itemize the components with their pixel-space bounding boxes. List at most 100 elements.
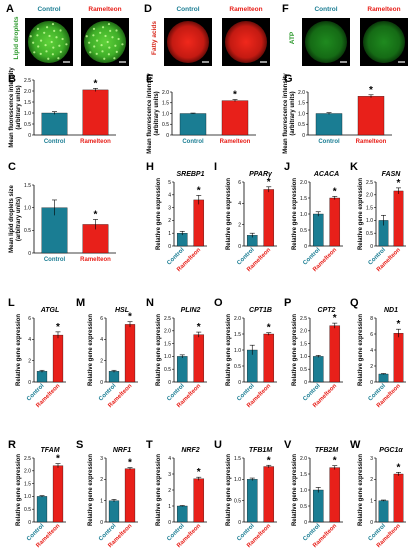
droplet-speck (92, 27, 96, 30)
gene-title: TFB1M (249, 447, 273, 454)
y-tick-label: 1.5 (162, 101, 169, 107)
y-tick-label: 0 (370, 520, 373, 526)
y-tick-label: 1.0 (24, 205, 31, 211)
y-tick-label: 1.5 (300, 196, 307, 202)
y-tick-label: 1.5 (24, 481, 31, 487)
droplet-speck (107, 53, 110, 56)
y-tick-label: 2.0 (366, 193, 373, 199)
y-tick-label: 1.5 (300, 472, 307, 478)
y-tick-label: 6 (370, 332, 373, 338)
y-tick-label: 2 (370, 477, 373, 483)
significance-marker: * (94, 209, 98, 220)
y-tick-label: 2.0 (24, 469, 31, 475)
panel-letter: Q (350, 297, 359, 309)
panel-letter: N (146, 297, 154, 309)
droplet-speck (47, 57, 50, 60)
bar-control (246, 479, 258, 523)
gene-title: ACACA (313, 171, 339, 178)
y-tick-label: 2.0 (162, 90, 169, 96)
y-tick-label: 2.5 (24, 78, 31, 84)
bar-control (41, 112, 68, 136)
y-tick-label: 2 (370, 364, 373, 370)
droplet-speck (113, 57, 116, 60)
stain-label: Fatty acids (151, 21, 158, 55)
panel-letter: V (284, 439, 292, 451)
image-label-control: Control (176, 6, 199, 13)
droplet-speck (37, 45, 40, 48)
significance-marker: * (128, 312, 132, 323)
bar-control (312, 213, 324, 247)
droplet-speck (85, 35, 88, 38)
droplet-speck (55, 36, 58, 39)
y-tick-label: 1.0 (298, 111, 305, 117)
droplet-speck (51, 53, 54, 56)
y-tick-label: 2.5 (24, 456, 31, 462)
y-tick-label: 1.5 (234, 332, 241, 338)
y-tick-label: 3 (100, 456, 103, 462)
spheroid-image (305, 21, 347, 63)
droplet-speck (92, 34, 95, 37)
droplet-speck (65, 43, 68, 46)
significance-marker: * (333, 456, 337, 467)
image-label-control: Control (314, 6, 337, 13)
y-tick-label: 1.5 (366, 205, 373, 211)
image-label-treated: Ramelteon (88, 6, 121, 13)
y-tick-label: 0 (304, 380, 307, 386)
y-tick-label: 2 (168, 488, 171, 494)
droplet-speck (121, 43, 124, 46)
droplet-speck (44, 44, 47, 47)
y-tick-label: 0 (28, 251, 31, 257)
gene-title: TFAM (40, 447, 59, 454)
gene-title: HSL (115, 307, 129, 314)
y-tick-label: 1.0 (234, 477, 241, 483)
y-axis-label: Relative gene expression (16, 454, 22, 526)
significance-marker: * (56, 322, 60, 333)
y-tick-label: 0.5 (24, 507, 31, 513)
bar-control (179, 113, 207, 136)
bar-control (36, 371, 48, 383)
panel-letter: D (144, 3, 152, 15)
gene-title: ATGL (40, 307, 60, 314)
y-tick-label: 0.5 (24, 122, 31, 128)
y-axis-label: Mean lipid droplets size(arbitrary units… (9, 185, 22, 253)
droplet-speck (59, 50, 62, 53)
y-tick-label: 1.0 (300, 354, 307, 360)
y-tick-label: 0 (168, 520, 171, 526)
y-axis-label: Relative gene expression (88, 454, 94, 526)
y-axis-label: Relative gene expression (88, 314, 94, 386)
droplet-speck (50, 40, 53, 44)
droplet-speck (103, 57, 106, 60)
y-tick-label: 2 (100, 477, 103, 483)
droplet-speck (39, 39, 43, 42)
droplet-speck (53, 29, 56, 32)
y-tick-label: 0 (168, 244, 171, 250)
significance-marker: * (267, 177, 271, 188)
y-tick-label: 1.5 (298, 101, 305, 107)
category-label: Control (318, 139, 340, 145)
panel-letter: U (214, 439, 222, 451)
y-tick-label: 6 (100, 316, 103, 322)
bar-control (36, 496, 48, 523)
y-axis-label: Relative gene expression (226, 314, 232, 386)
panel-letter: F (282, 3, 289, 15)
y-axis-label: Relative gene expression (156, 314, 162, 386)
panel-letter: R (8, 439, 16, 451)
y-tick-label: 0 (304, 520, 307, 526)
droplet-speck (100, 44, 103, 47)
bar-ramelteon (329, 467, 341, 523)
droplet-speck (57, 57, 60, 60)
bar-ramelteon (329, 197, 341, 247)
significance-marker: * (333, 186, 337, 197)
y-axis-label: Relative gene expression (292, 454, 298, 526)
gene-title: NRF2 (181, 447, 199, 454)
